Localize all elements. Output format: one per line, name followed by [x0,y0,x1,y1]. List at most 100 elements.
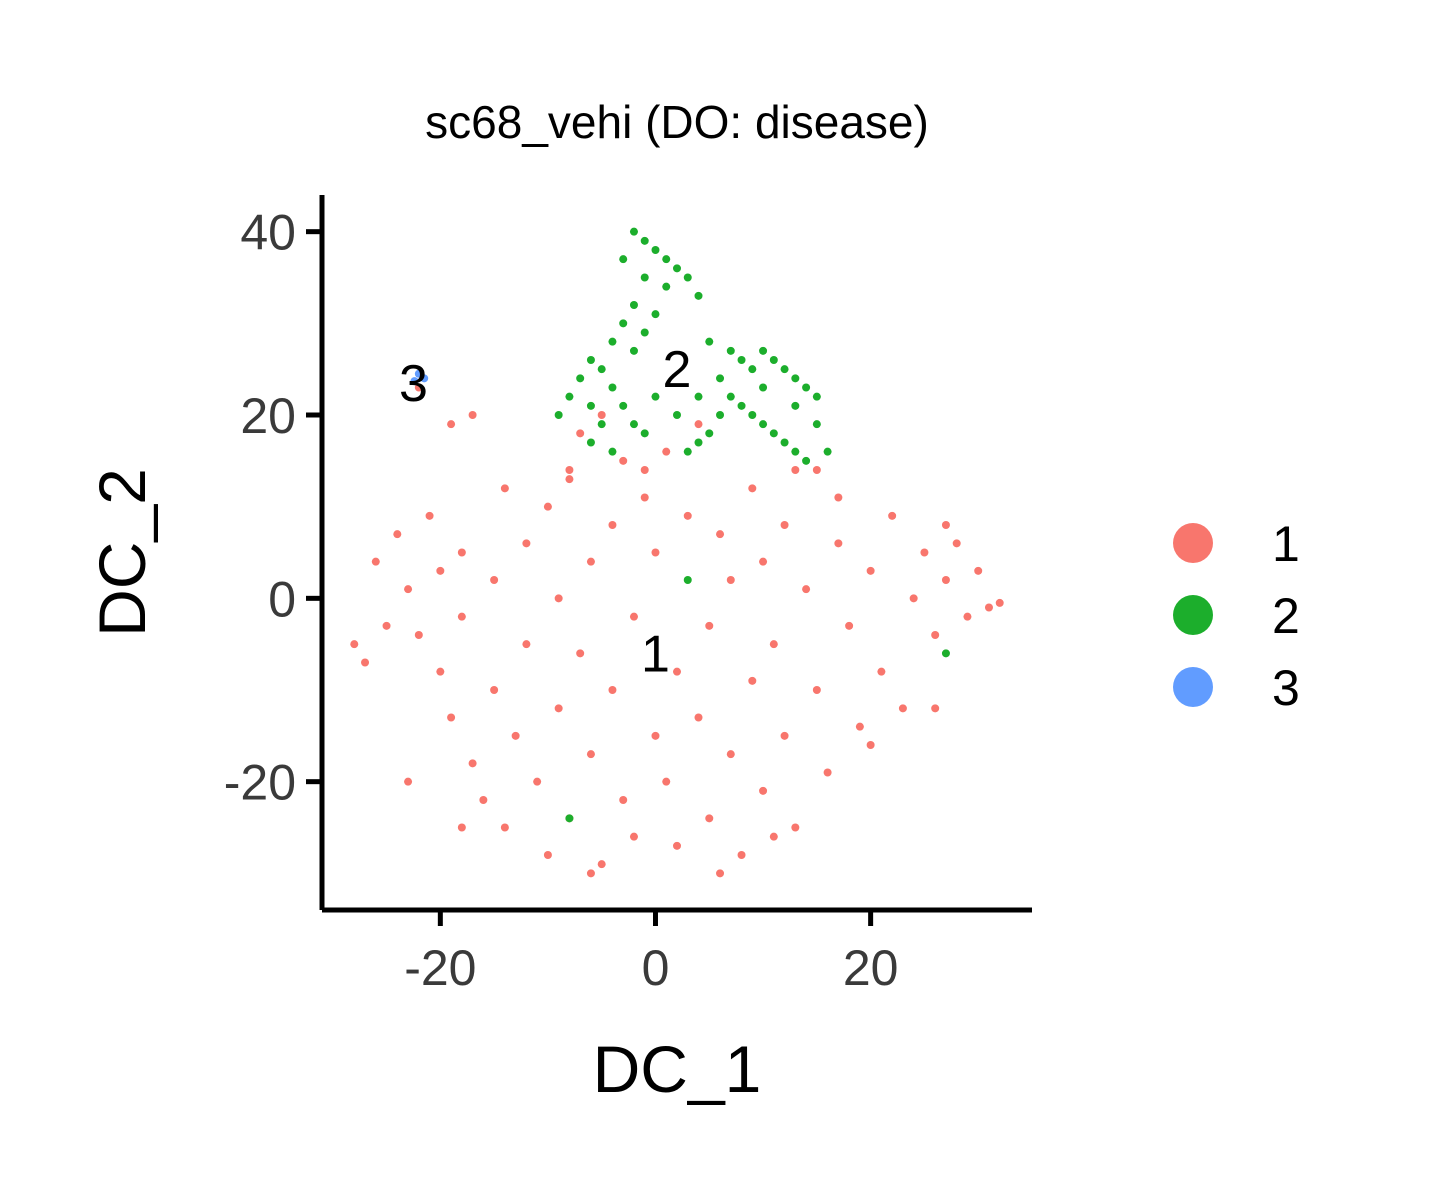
data-point [683,273,692,282]
data-point [802,585,811,594]
data-point [673,264,681,273]
data-point [500,823,509,832]
data-point [694,291,703,300]
data-point [726,392,735,401]
data-point [952,539,961,548]
data-point [963,612,972,621]
y-tick-label: 40 [240,205,296,261]
series-1-points [350,383,1004,878]
data-point [565,466,574,474]
data-point [586,750,595,759]
data-point [748,365,757,374]
data-point [834,493,843,502]
data-point [436,667,445,676]
data-point [619,401,628,410]
data-point [597,411,606,419]
data-point [608,521,617,529]
data-point [565,475,574,484]
points-layer [350,227,1004,878]
data-point [694,392,703,401]
data-point [404,777,413,786]
data-point [941,521,950,529]
data-point [888,511,897,520]
data-point [420,374,429,383]
x-tick-label: 0 [642,940,670,996]
data-point [834,539,843,548]
cluster-label-1: 1 [641,625,670,683]
data-point [673,411,681,419]
data-point [759,383,768,392]
legend-label-3: 3 [1272,660,1300,716]
legend-label-1: 1 [1272,516,1300,572]
data-point [984,603,993,612]
data-point [759,346,768,355]
data-point [995,598,1004,607]
data-point [759,786,768,795]
data-point [586,356,595,364]
data-point [802,456,811,465]
data-point [597,860,606,869]
data-point [791,374,800,383]
y-tick-label: 20 [240,388,296,444]
data-point [726,576,735,584]
data-point [640,429,649,438]
data-point [500,484,509,493]
data-point [651,246,660,254]
data-point [726,750,735,759]
data-point [361,658,370,667]
data-point [791,466,800,474]
data-point [414,383,423,392]
data-point [748,676,757,685]
data-point [877,667,886,676]
legend: 1 2 3 [1173,516,1300,716]
data-point [522,640,531,649]
x-tick-label: -20 [404,940,476,996]
data-point [769,832,778,841]
data-point [554,704,563,713]
data-point [511,731,520,740]
data-point [705,814,714,823]
data-point [414,631,423,639]
data-point [522,539,531,548]
data-point [662,282,671,291]
data-point [705,337,714,346]
data-point [576,429,585,438]
data-point [651,731,660,740]
data-point [694,438,703,447]
y-axis-ticks: -20 0 20 40 [224,205,322,811]
data-point [866,741,875,749]
data-point [726,346,735,355]
series-3-points [410,369,429,386]
x-tick-label: 20 [843,940,899,996]
data-point [619,255,628,264]
data-point [823,768,832,777]
chart-title: sc68_vehi (DO: disease) [425,96,929,148]
data-point [812,466,821,474]
data-point [716,374,725,383]
data-point [554,411,563,419]
cluster-label-2: 2 [663,341,692,399]
data-point [350,640,359,649]
data-point [608,447,617,456]
data-point [576,374,585,383]
data-point [490,576,499,584]
data-point [769,429,778,438]
data-point [737,356,746,364]
data-point [554,594,563,603]
data-point [629,612,638,621]
data-point [737,851,746,859]
data-point [716,869,725,878]
data-point [662,447,671,456]
data-point [410,377,419,386]
y-axis-title: DC_2 [85,468,159,637]
data-point [651,548,660,557]
data-point [629,301,638,309]
data-point [533,777,542,786]
data-point [629,420,638,429]
data-point [683,576,692,584]
data-point [393,530,402,539]
data-point [920,548,929,557]
data-point [855,722,864,731]
data-point [812,420,821,429]
data-point [457,612,466,621]
